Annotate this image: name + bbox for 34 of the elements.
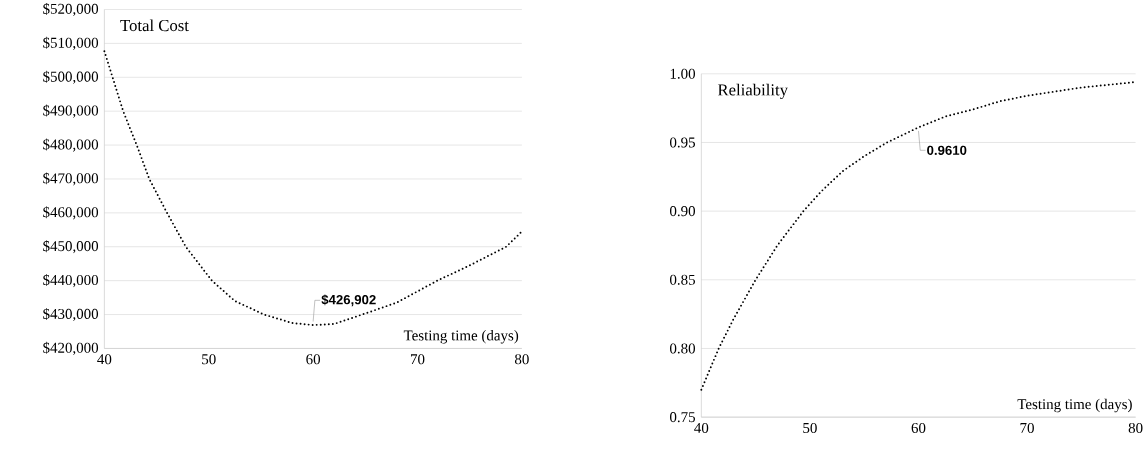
y-tick-label: $490,000 [43,104,99,118]
x-tick-label: 70 [411,354,425,365]
y-tick-label: $480,000 [43,138,99,152]
annotation: $426,902 [321,294,376,307]
y-tick-label: 0.90 [669,206,696,217]
y-tick-label: $500,000 [43,70,99,84]
x-tick-label: 50 [202,354,216,365]
y-tick-label: $510,000 [43,36,99,50]
x-axis-title: Testing time (days) [403,329,519,344]
annotation: 0.9610 [927,145,967,155]
y-tick-label: $430,000 [43,307,99,322]
x-tick-label: 80 [514,354,529,365]
x-axis-title: Testing time (days) [1017,398,1132,413]
x-tick-label: 40 [694,422,709,433]
x-tick-label: 70 [1020,422,1034,433]
y-tick-label: 1.00 [670,68,696,79]
text: Reliability [717,83,788,99]
y-tick-label: 0.75 [669,412,696,423]
y-tick-label: 0.80 [669,343,696,354]
y-tick-label: $450,000 [43,240,99,254]
x-tick-label: 40 [97,354,112,365]
x-tick-label: 80 [1128,422,1143,433]
y-tick-label: $520,000 [43,2,99,17]
chart-title: Total Cost [120,19,189,32]
y-tick-label: $460,000 [43,206,99,220]
line-series [103,50,523,326]
y-tick-label: $470,000 [43,172,99,186]
y-tick-label: 0.95 [669,137,696,148]
y-tick-label: $420,000 [43,341,99,355]
y-tick-label: 0.85 [669,274,696,285]
x-tick-label: 60 [911,422,926,433]
x-tick-label: 50 [803,422,817,433]
y-tick-label: $440,000 [43,274,99,288]
x-tick-label: 60 [306,354,321,365]
